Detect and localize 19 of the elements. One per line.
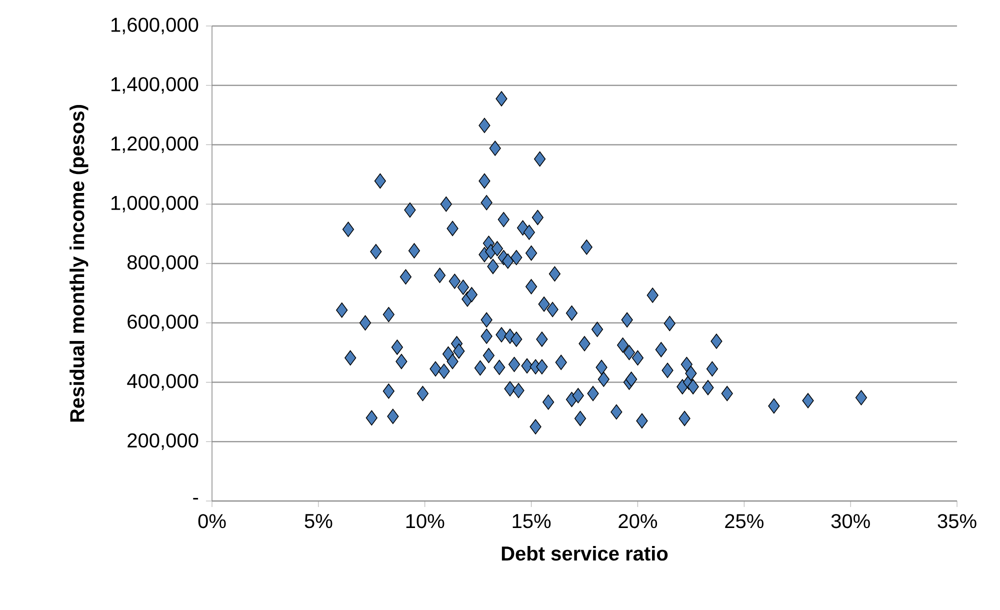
x-tick-label: 5% [304,514,332,528]
y-tick-label: 400,000 [127,374,198,391]
y-tick-label: 800,000 [128,255,198,272]
y-axis-title: Residual monthly income (pesos) [70,105,88,422]
y-tick-label: 200,000 [128,433,198,450]
y-tick-label: - [193,498,198,500]
y-tick-label: 1,400,000 [111,77,198,94]
y-tick-label: 1,600,000 [111,18,198,34]
x-axis-title: Debt service ratio [502,546,668,561]
x-tick-label: 20% [618,514,658,528]
x-tick-label: 0% [198,514,226,528]
y-tick-label: 1,200,000 [111,136,198,154]
y-tick-label: 1,000,000 [111,196,198,212]
y-tick-label: 600,000 [128,314,198,332]
x-tick-label: 30% [831,514,870,528]
x-tick-label: 15% [512,514,551,528]
x-tick-label: 35% [938,514,976,528]
x-tick-label: 25% [725,514,764,528]
x-tick-label: 10% [406,514,444,528]
